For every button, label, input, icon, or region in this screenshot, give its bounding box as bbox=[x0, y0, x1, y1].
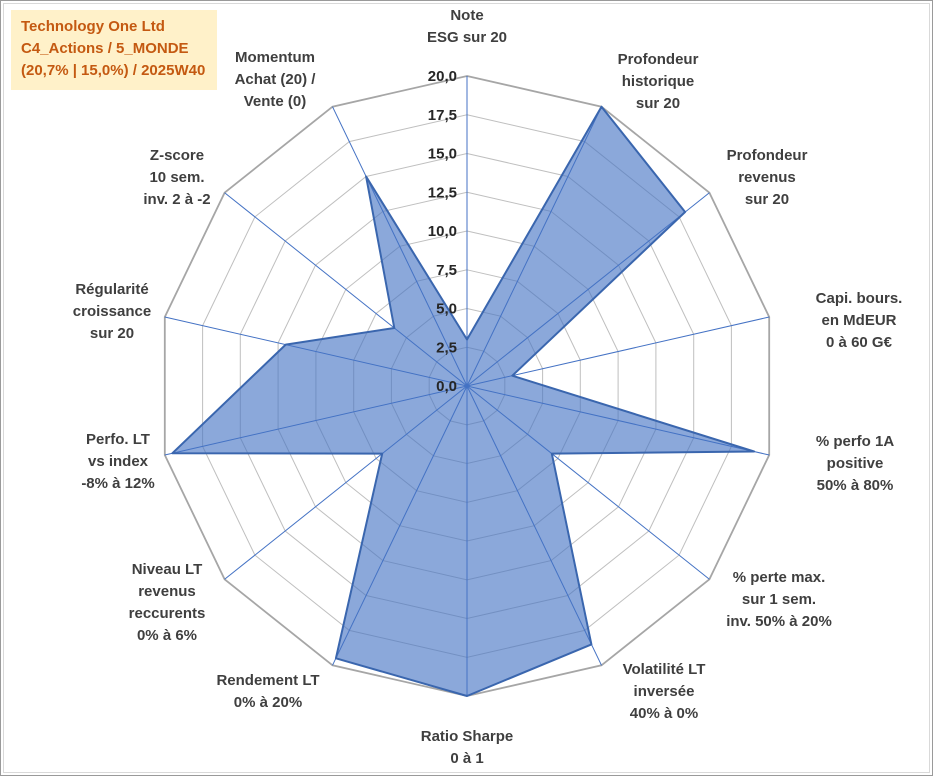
radar-axis-label: Profondeur revenus sur 20 bbox=[727, 147, 808, 208]
radar-axis-label-line: en MdEUR bbox=[822, 312, 897, 329]
radar-axis-label-line: vs index bbox=[88, 453, 149, 470]
radar-axis-label: Niveau LT revenus reccurents 0% à 6% bbox=[129, 561, 206, 644]
radar-axis-label-line: Z-score bbox=[150, 147, 204, 164]
radar-axis-label-line: Capi. bours. bbox=[816, 290, 903, 307]
radar-axis-label-line: Volatilité LT bbox=[623, 661, 706, 678]
radar-axis-label-line: % perte max. bbox=[733, 569, 826, 586]
radar-axis-label-line: revenus bbox=[738, 169, 796, 186]
radar-axis-label-line: reccurents bbox=[129, 605, 206, 622]
radar-axis-label: Momentum Achat (20) / Vente (0) bbox=[235, 49, 317, 110]
radar-axis-label-line: Profondeur bbox=[727, 147, 808, 164]
radar-axis-label-line: % perfo 1A bbox=[816, 433, 895, 450]
radar-axis-label-line: -8% à 12% bbox=[81, 475, 154, 492]
radar-axis-label-line: sur 1 sem. bbox=[742, 591, 816, 608]
radar-axis-label-line: inv. 2 à -2 bbox=[143, 191, 210, 208]
radar-axis-label: Z-score 10 sem. inv. 2 à -2 bbox=[143, 147, 210, 208]
radar-axis-label-line: Note bbox=[450, 7, 483, 24]
radar-axis-label-line: revenus bbox=[138, 583, 196, 600]
radar-axis-labels: Note ESG sur 20 Profondeur historique sur 20… bbox=[73, 7, 903, 767]
radar-axis-label-line: Perfo. LT bbox=[86, 431, 150, 448]
radar-tick-label: 10,0 bbox=[428, 223, 457, 240]
radar-axis-label-line: croissance bbox=[73, 303, 151, 320]
radar-axis-label-line: Profondeur bbox=[618, 51, 699, 68]
radar-tick-label: 15,0 bbox=[428, 146, 457, 163]
radar-axis-label: Rendement LT 0% à 20% bbox=[216, 672, 319, 711]
radar-axis-label-line: sur 20 bbox=[90, 325, 134, 342]
radar-axis-label: % perte max. sur 1 sem. inv. 50% à 20% bbox=[726, 569, 832, 630]
radar-axis-label: Perfo. LT vs index -8% à 12% bbox=[81, 431, 154, 492]
radar-axis-label-line: 40% à 0% bbox=[630, 705, 698, 722]
chart-title-box: Technology One Ltd C4_Actions / 5_MONDE … bbox=[11, 10, 218, 90]
radar-axis-label: Volatilité LT inversée 40% à 0% bbox=[623, 661, 706, 722]
radar-axis-label-line: 50% à 80% bbox=[817, 477, 894, 494]
radar-tick-label: 17,5 bbox=[428, 107, 457, 124]
radar-axis-label: Régularité croissance sur 20 bbox=[73, 281, 151, 342]
radar-spoke bbox=[466, 316, 770, 387]
radar-axis-label-line: Momentum bbox=[235, 49, 315, 66]
radar-axis-label-line: sur 20 bbox=[745, 191, 789, 208]
chart-title-line-1: Technology One Ltd bbox=[21, 18, 165, 35]
radar-axis-label: Capi. bours. en MdEUR 0 à 60 G€ bbox=[816, 290, 903, 351]
radar-tick-label: 20,0 bbox=[428, 68, 457, 85]
radar-tick-label: 5,0 bbox=[436, 301, 457, 318]
radar-axis-label-line: Niveau LT bbox=[132, 561, 203, 578]
radar-axis-label: Profondeur historique sur 20 bbox=[618, 51, 699, 112]
radar-axis-label-line: ESG sur 20 bbox=[427, 29, 507, 46]
radar-axis-label: Note ESG sur 20 bbox=[427, 7, 507, 46]
radar-axis-label-line: Achat (20) / bbox=[235, 71, 317, 88]
radar-axis-label-line: 0% à 6% bbox=[137, 627, 197, 644]
radar-axis-label-line: Régularité bbox=[75, 281, 148, 298]
radar-tick-label: 7,5 bbox=[436, 262, 457, 279]
radar-axis-label-line: Ratio Sharpe bbox=[421, 728, 514, 745]
radar-axis-label-line: inversée bbox=[634, 683, 695, 700]
radar-axis-label: % perfo 1A positive 50% à 80% bbox=[816, 433, 895, 494]
radar-axis-label-line: 0% à 20% bbox=[234, 694, 302, 711]
radar-axis-label-line: Vente (0) bbox=[244, 93, 307, 110]
radar-axis-label-line: 0 à 60 G€ bbox=[826, 334, 893, 351]
radar-axis-label-line: sur 20 bbox=[636, 95, 680, 112]
radar-axis-label-line: 0 à 1 bbox=[450, 750, 483, 767]
radar-axis-label-line: positive bbox=[827, 455, 884, 472]
radar-axis-label-line: inv. 50% à 20% bbox=[726, 613, 832, 630]
radar-axis-label-line: historique bbox=[622, 73, 695, 90]
radar-tick-labels: 0,0 2,5 5,0 7,5 10,0 12,5 15,0 17,5 20,0 bbox=[428, 68, 457, 395]
radar-data-polygon bbox=[171, 105, 756, 697]
radar-tick-label: 0,0 bbox=[436, 378, 457, 395]
radar-tick-label: 12,5 bbox=[428, 184, 457, 201]
chart-title-line-2: C4_Actions / 5_MONDE bbox=[21, 40, 189, 57]
radar-tick-label: 2,5 bbox=[436, 339, 457, 356]
radar-axis-label: Ratio Sharpe 0 à 1 bbox=[421, 728, 514, 767]
radar-axis-label-line: 10 sem. bbox=[149, 169, 204, 186]
radar-axis-label-line: Rendement LT bbox=[216, 672, 319, 689]
chart-title-line-3: (20,7% | 15,0%) / 2025W40 bbox=[21, 62, 206, 79]
